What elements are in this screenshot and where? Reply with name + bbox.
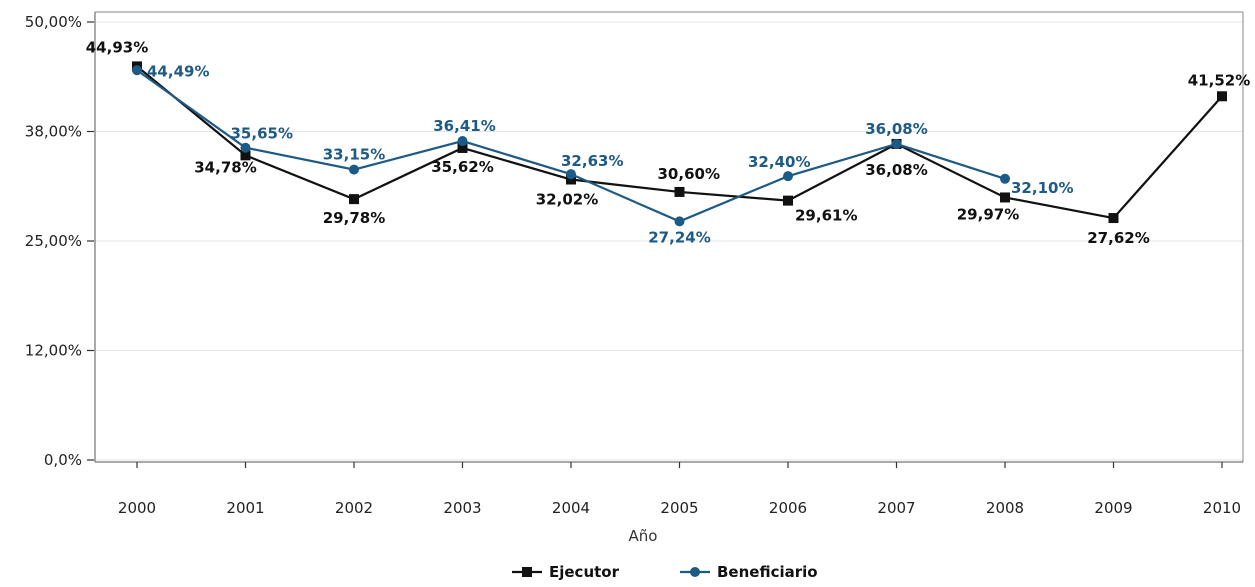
- legend-label: Ejecutor: [549, 563, 620, 581]
- legend-marker: [690, 567, 700, 577]
- series-ejecutor: [132, 61, 1227, 224]
- data-label-ejecutor: 30,60%: [658, 165, 720, 183]
- data-label-beneficiario: 32,40%: [748, 153, 810, 171]
- data-label-beneficiario: 36,08%: [865, 120, 927, 138]
- data-label-beneficiario: 33,15%: [323, 146, 385, 164]
- data-label-ejecutor: 29,97%: [957, 205, 1019, 223]
- data-point: [457, 136, 468, 147]
- data-label-ejecutor: 44,93%: [86, 38, 148, 56]
- x-tick-label: 2006: [769, 499, 807, 517]
- legend-item-beneficiario: Beneficiario: [680, 563, 818, 581]
- x-axis-ticks: 2000 2001 2002 2003 2004 2005 2006 2007 2008 2009…: [118, 462, 1241, 517]
- data-label-ejecutor: 34,78%: [194, 158, 256, 176]
- data-point: [1108, 213, 1119, 224]
- data-point: [240, 142, 251, 153]
- data-point: [240, 150, 251, 161]
- legend-item-ejecutor: Ejecutor: [512, 563, 620, 581]
- data-point: [783, 195, 793, 206]
- x-tick-label: 2009: [1094, 499, 1132, 517]
- data-point: [349, 194, 359, 205]
- data-labels: 44,93% 34,78% 29,78% 35,62% 32,02% 30,60% 29,6…: [86, 38, 1250, 247]
- data-label-ejecutor: 29,78%: [323, 209, 385, 227]
- data-label-ejecutor: 27,62%: [1087, 229, 1149, 247]
- x-tick-label: 2010: [1203, 499, 1241, 517]
- data-point: [1000, 173, 1010, 184]
- data-point: [566, 169, 576, 180]
- x-tick-label: 2004: [552, 499, 590, 517]
- x-tick-label: 2000: [118, 499, 156, 517]
- data-label-ejecutor: 35,62%: [431, 158, 493, 176]
- gridlines: [95, 21, 1243, 461]
- series-beneficiario: [132, 65, 1010, 227]
- data-point: [457, 142, 468, 153]
- data-point: [674, 216, 685, 227]
- x-tick-label: 2001: [226, 499, 264, 517]
- x-tick-label: 2007: [877, 499, 915, 517]
- data-label-ejecutor: 41,52%: [1188, 71, 1250, 89]
- data-point: [783, 171, 793, 182]
- x-tick-label: 2008: [986, 499, 1024, 517]
- data-point: [566, 174, 576, 185]
- y-tick-label: 38,00%: [25, 123, 82, 141]
- y-tick-label: 0,0%: [44, 451, 82, 469]
- axes: [94, 11, 1244, 463]
- series-layer: [132, 61, 1227, 227]
- data-point: [132, 65, 142, 76]
- data-point: [674, 186, 685, 197]
- x-tick-label: 2003: [443, 499, 481, 517]
- data-label-beneficiario: 44,49%: [147, 62, 209, 80]
- data-point: [1217, 91, 1227, 102]
- x-tick-label: 2002: [335, 499, 373, 517]
- legend-label: Beneficiario: [717, 563, 818, 581]
- y-axis-ticks: 0,0% 12,00% 25,00% 38,00% 50,00%: [25, 13, 94, 469]
- y-tick-label: 12,00%: [25, 342, 82, 360]
- y-tick-label: 50,00%: [25, 13, 82, 31]
- data-label-beneficiario: 36,41%: [433, 117, 495, 135]
- data-point: [1000, 192, 1010, 203]
- data-label-beneficiario: 32,63%: [561, 152, 623, 170]
- data-label-beneficiario: 32,10%: [1011, 179, 1073, 197]
- data-point: [349, 164, 359, 175]
- legend-marker: [522, 567, 532, 577]
- x-tick-label: 2005: [660, 499, 698, 517]
- legend: Ejecutor Beneficiario: [512, 563, 818, 581]
- data-label-ejecutor: 29,61%: [795, 207, 857, 225]
- data-point: [891, 138, 902, 149]
- data-label-ejecutor: 36,08%: [865, 161, 927, 179]
- y-tick-label: 25,00%: [25, 232, 82, 250]
- data-label-beneficiario: 35,65%: [231, 125, 293, 143]
- x-axis-title: Año: [629, 527, 658, 545]
- data-label-beneficiario: 27,24%: [648, 228, 710, 246]
- data-label-ejecutor: 32,02%: [536, 191, 598, 209]
